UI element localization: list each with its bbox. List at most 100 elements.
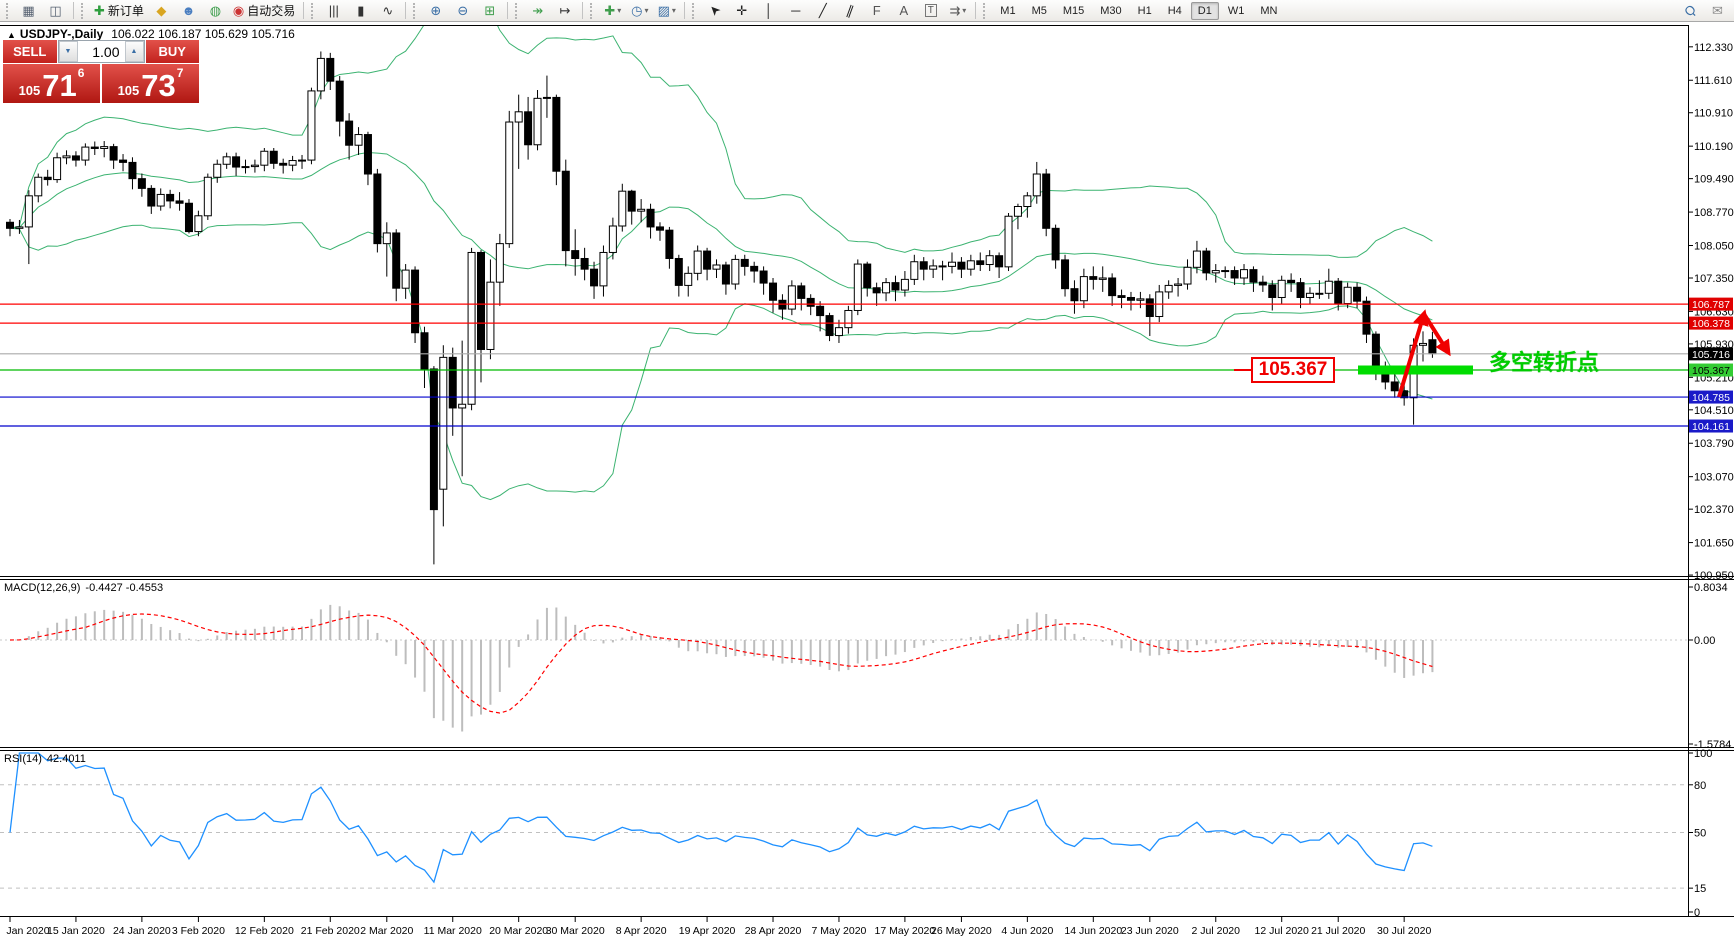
templates-button[interactable]: ▨ ▾ xyxy=(654,0,679,21)
dropdown-caret-icon[interactable]: ▾ xyxy=(644,5,649,15)
channel-button[interactable]: ∥ xyxy=(837,0,862,21)
cursor-button[interactable]: ➤ xyxy=(702,0,727,21)
chat-icon[interactable]: ✉ xyxy=(1705,0,1730,21)
price-callout-box[interactable]: 105.367 xyxy=(1251,357,1335,383)
timeframe-mn-button[interactable]: MN xyxy=(1260,4,1278,17)
chart-shift-button[interactable]: ↦ xyxy=(552,0,577,21)
signals-icon[interactable]: ◍ xyxy=(203,0,228,21)
text-label-button[interactable]: T xyxy=(918,0,943,21)
horizontal-line-button[interactable]: ─ xyxy=(783,0,808,21)
fibonacci-button[interactable]: F xyxy=(864,0,889,21)
buy-button[interactable]: BUY xyxy=(145,40,199,63)
toolbar-grip[interactable] xyxy=(983,2,989,19)
volume-increase-button[interactable]: ▲ xyxy=(124,41,144,62)
charts-icon[interactable]: ▦ xyxy=(16,0,41,21)
new-order-glyph: ✚ xyxy=(94,3,105,18)
auto-scroll-glyph: ↠ xyxy=(532,3,544,18)
volume-input[interactable] xyxy=(77,41,125,62)
search-icon-glyph: Ϙ xyxy=(1681,1,1700,20)
timeframe-h1-button[interactable]: H1 xyxy=(1137,4,1152,17)
candlestick-chart-button[interactable]: ▮ xyxy=(348,0,373,21)
vertical-line-button[interactable]: │ xyxy=(756,0,781,21)
toolbar-grip[interactable] xyxy=(6,2,12,19)
zoom-out-glyph: ⊖ xyxy=(457,3,469,18)
fibonacci-glyph: F xyxy=(872,3,881,18)
tile-windows-button[interactable]: ⊞ xyxy=(477,0,502,21)
tile-windows-glyph: ⊞ xyxy=(484,3,496,18)
toolbar-grip[interactable] xyxy=(692,2,698,19)
timeframe-d1-button[interactable]: D1 xyxy=(1190,1,1219,20)
price-axis[interactable] xyxy=(1689,25,1734,916)
svg-text:105.716: 105.716 xyxy=(1692,349,1730,361)
chart-shift-glyph: ↦ xyxy=(559,3,571,18)
timeframe-w1-button[interactable]: W1 xyxy=(1227,4,1245,17)
line-chart-button[interactable]: ∿ xyxy=(375,0,400,21)
sell-price-big-figure: 105 xyxy=(18,83,41,98)
indicators-button[interactable]: ✚ ▾ xyxy=(600,0,625,21)
svg-text:106.378: 106.378 xyxy=(1692,318,1730,330)
crosshair-button[interactable]: ✛ xyxy=(729,0,754,21)
trendline-button[interactable]: ╱ xyxy=(810,0,835,21)
accounts-icon[interactable]: ☻ xyxy=(176,0,201,21)
chart-title: ▲ USDJPY-,Daily 106.022 106.187 105.629 10… xyxy=(7,27,295,41)
sell-button[interactable]: SELL xyxy=(3,40,57,63)
svg-text:110.190: 110.190 xyxy=(1694,141,1733,153)
svg-text:105.367: 105.367 xyxy=(1692,365,1730,377)
timeframe-m1-button[interactable]: M1 xyxy=(1000,4,1016,17)
sell-price-button[interactable]: 105 71 6 xyxy=(3,64,100,103)
svg-text:12 Jul 2020: 12 Jul 2020 xyxy=(1255,925,1309,937)
svg-text:23 Jun 2020: 23 Jun 2020 xyxy=(1121,925,1179,937)
periods-button[interactable]: ◷ ▾ xyxy=(627,0,652,21)
buy-price-big-figure: 105 xyxy=(117,83,140,98)
svg-text:4 Jun 2020: 4 Jun 2020 xyxy=(1001,925,1053,937)
toolbar-separator xyxy=(684,2,686,19)
dropdown-caret-icon[interactable]: ▾ xyxy=(671,5,676,15)
dropdown-caret-icon[interactable]: ▾ xyxy=(962,5,967,15)
toolbar-separator xyxy=(582,2,584,19)
rsi-panel-separator[interactable] xyxy=(0,745,1734,753)
auto-trading-button[interactable]: ◉ 自动交易 xyxy=(230,0,298,21)
toolbar-separator xyxy=(507,2,509,19)
zoom-in-button[interactable]: ⊕ xyxy=(423,0,448,21)
toolbar-grip[interactable] xyxy=(311,2,317,19)
zoom-out-button[interactable]: ⊖ xyxy=(450,0,475,21)
toolbar-grip[interactable] xyxy=(81,2,87,19)
turning-point-annotation[interactable]: 多空转折点 xyxy=(1489,350,1600,375)
channel-glyph: ∥ xyxy=(844,2,856,19)
text-label-glyph: T xyxy=(924,4,937,17)
macd-panel-separator[interactable] xyxy=(0,574,1734,582)
timeframe-m30-button[interactable]: M30 xyxy=(1100,4,1122,17)
arrows-button[interactable]: ⇉ ▾ xyxy=(945,0,970,21)
new-order-button[interactable]: ✚ 新订单 xyxy=(91,0,147,21)
volume-decrease-button[interactable]: ▼ xyxy=(58,41,78,62)
timeframe-h4-button[interactable]: H4 xyxy=(1167,4,1182,17)
text-button[interactable]: A xyxy=(891,0,916,21)
time-axis[interactable] xyxy=(0,917,1734,941)
toolbar-grip[interactable] xyxy=(590,2,596,19)
svg-text:103.070: 103.070 xyxy=(1694,472,1734,484)
svg-text:101.650: 101.650 xyxy=(1694,538,1734,550)
dropdown-caret-icon[interactable]: ▾ xyxy=(617,5,622,15)
toolbar-grip[interactable] xyxy=(413,2,419,19)
toolbar-grip[interactable] xyxy=(515,2,521,19)
svg-text:3 Feb 2020: 3 Feb 2020 xyxy=(172,925,225,937)
svg-text:103.790: 103.790 xyxy=(1694,438,1734,450)
experts-icon[interactable]: ◆ xyxy=(149,0,174,21)
auto-scroll-button[interactable]: ↠ xyxy=(525,0,550,21)
toolbar-separator xyxy=(975,2,977,19)
toolbar-separator xyxy=(405,2,407,19)
signals-icon-glyph: ◍ xyxy=(209,3,222,18)
timeframe-m5-button[interactable]: M5 xyxy=(1031,4,1047,17)
search-icon[interactable]: Ϙ xyxy=(1678,0,1703,21)
symbol-period-label: USDJPY-,Daily xyxy=(19,27,104,41)
data-window-icon[interactable]: ◫ xyxy=(43,0,68,21)
experts-icon-glyph: ◆ xyxy=(156,3,167,18)
timeframe-m15-button[interactable]: M15 xyxy=(1062,4,1085,17)
buy-price-button[interactable]: 105 73 7 xyxy=(102,64,199,103)
collapse-triangle-icon[interactable]: ▲ xyxy=(7,30,16,40)
svg-text:2 Mar 2020: 2 Mar 2020 xyxy=(360,925,413,937)
vertical-line-glyph: │ xyxy=(764,3,773,18)
bar-chart-button[interactable]: ||| xyxy=(321,0,346,21)
